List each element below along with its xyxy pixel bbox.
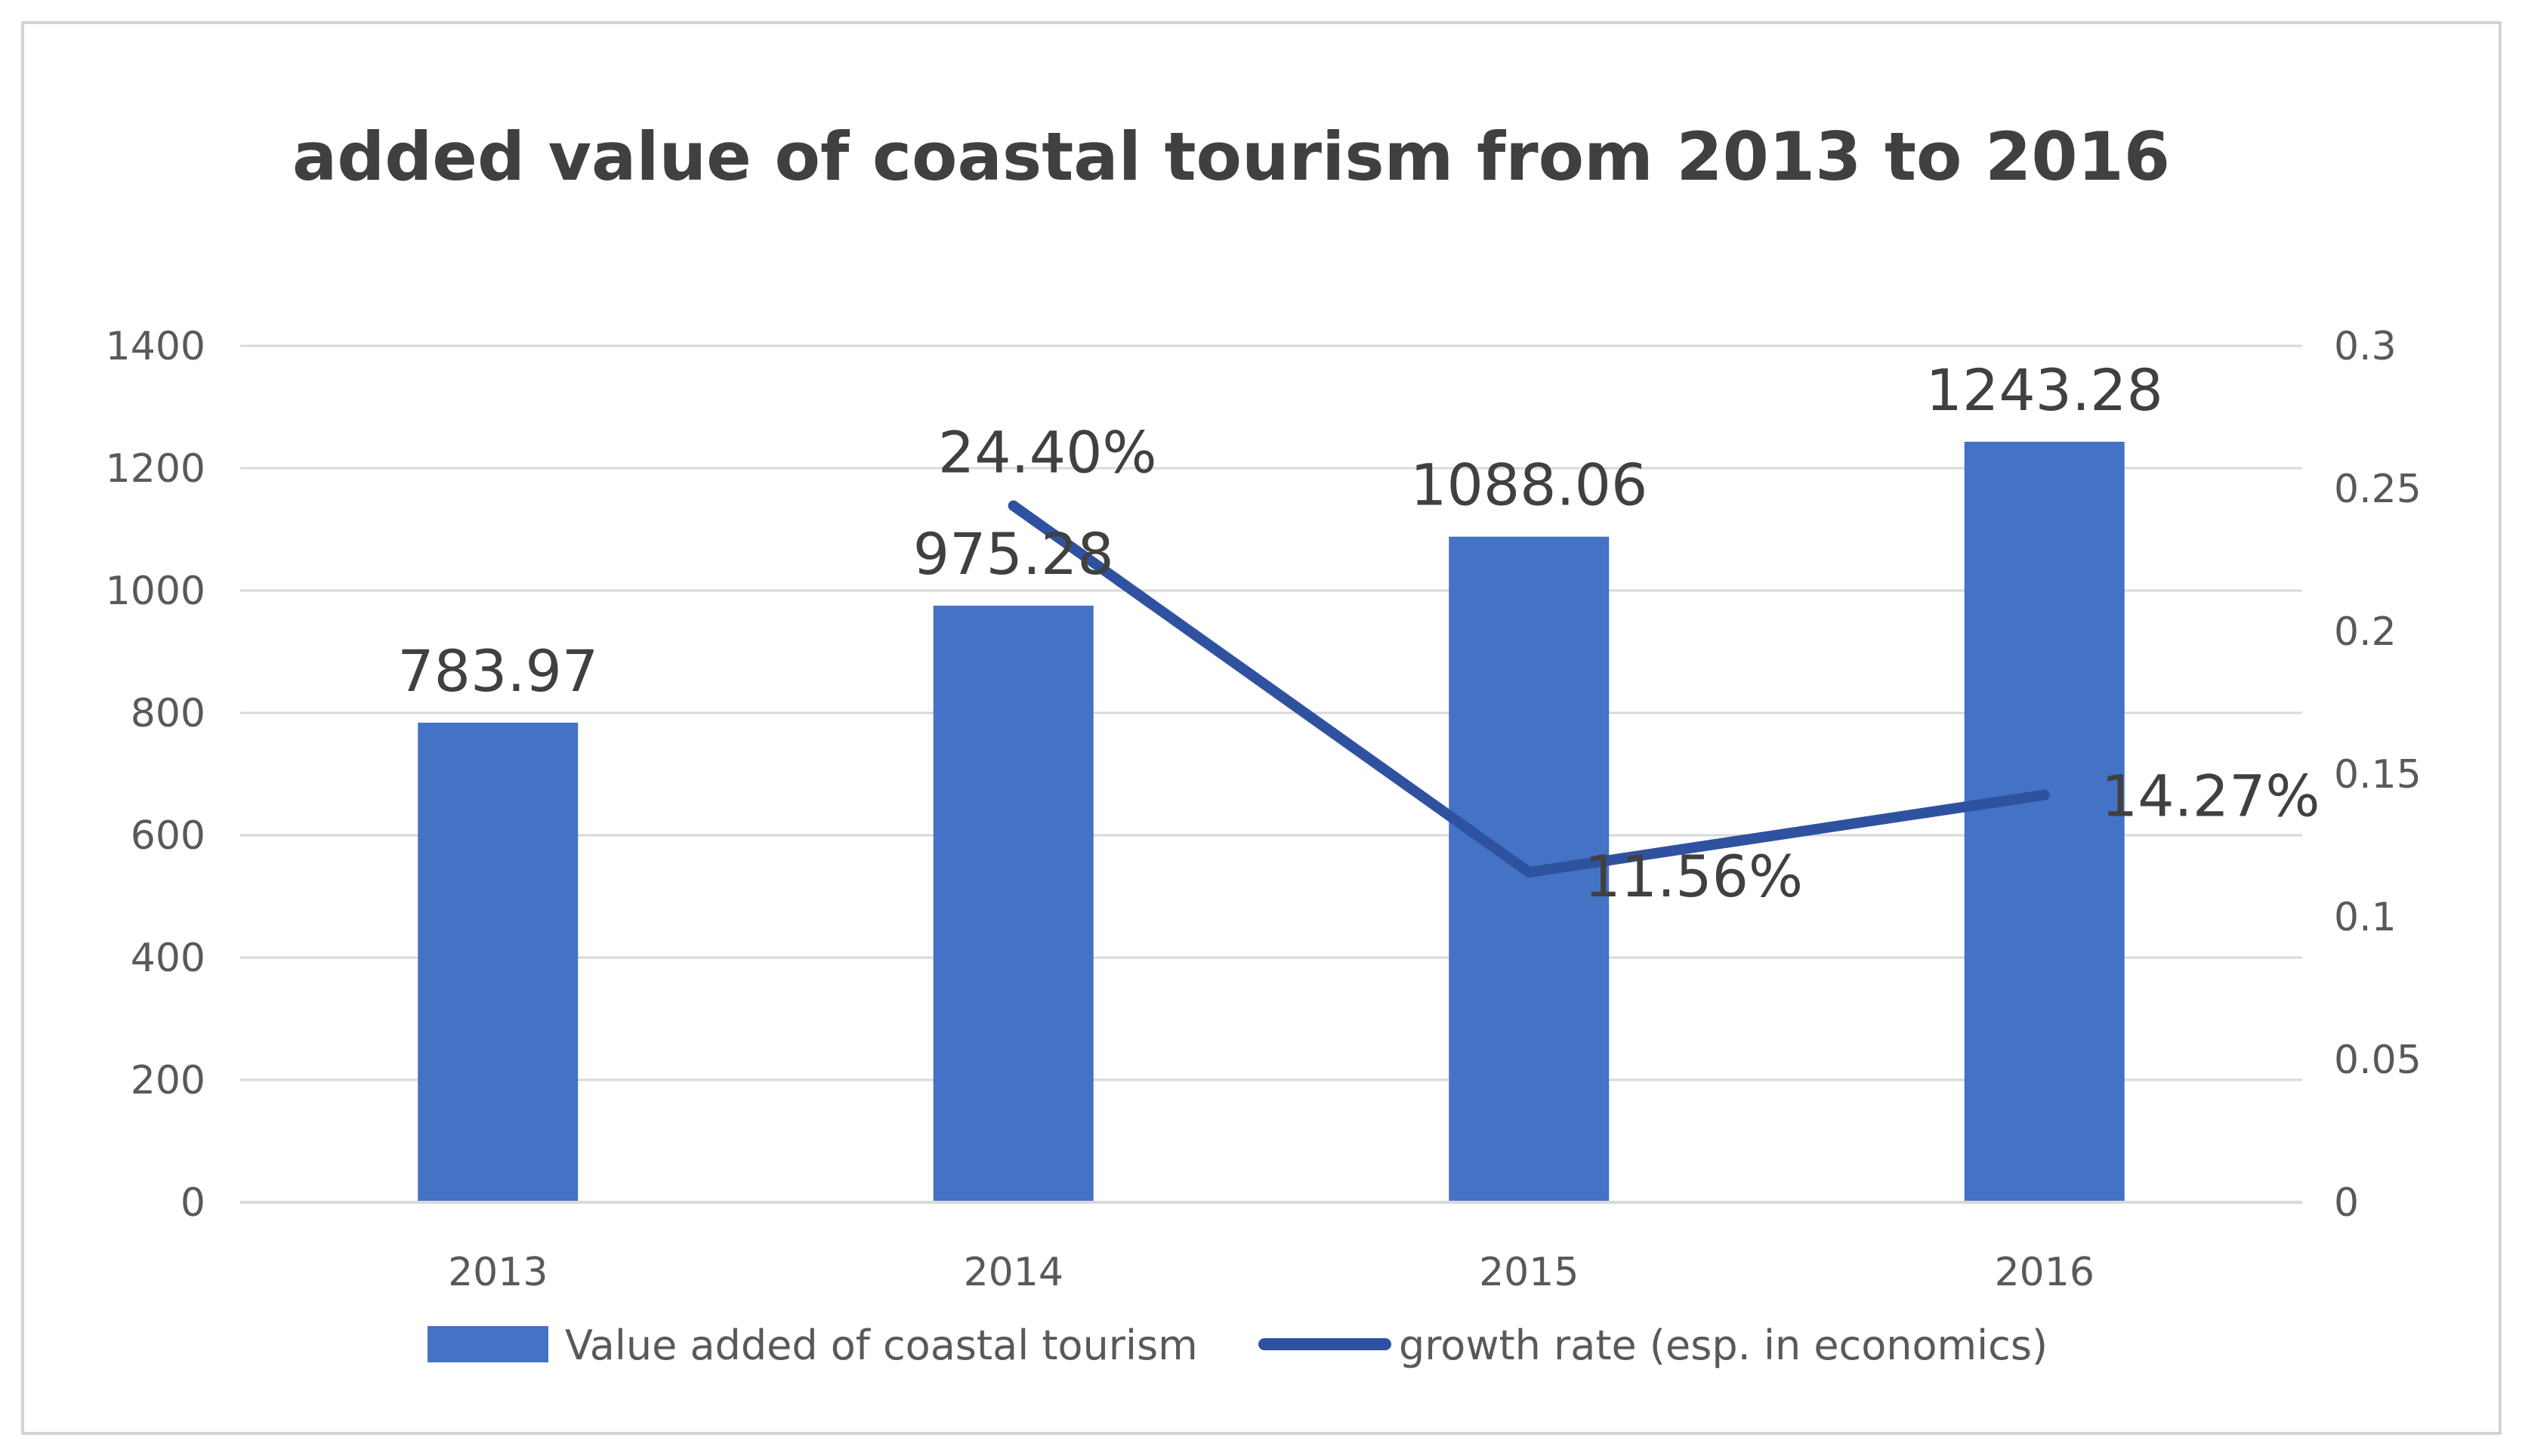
bar-value-label: 783.97 xyxy=(397,637,598,705)
bar-2013 xyxy=(418,722,579,1202)
right-tick-label: 0.2 xyxy=(2334,609,2397,655)
right-tick-label: 0.3 xyxy=(2334,324,2397,369)
right-tick-label: 0.05 xyxy=(2334,1038,2422,1083)
x-tick-label: 2014 xyxy=(964,1250,1063,1295)
gridlines xyxy=(240,344,2302,1081)
left-tick-label: 800 xyxy=(131,691,205,736)
left-tick-label: 200 xyxy=(131,1058,205,1103)
x-tick-label: 2013 xyxy=(448,1250,548,1295)
right-tick-label: 0 xyxy=(2334,1180,2359,1226)
growth-point-2016 xyxy=(2039,789,2050,800)
data-labels: 783.97 975.28 1088.06 1243.28 24.40% 11.56% 14… xyxy=(397,356,2320,910)
legend-line-label: growth rate (esp. in economics) xyxy=(1399,1322,2048,1369)
bar-value-label: 975.28 xyxy=(913,520,1114,588)
legend-bar-label: Value added of coastal tourism xyxy=(565,1322,1198,1369)
x-axis: 2013 2014 2015 2016 xyxy=(240,1201,2302,1295)
growth-value-label: 24.40% xyxy=(938,419,1157,486)
growth-point-2015 xyxy=(1523,867,1535,878)
right-tick-label: 0.25 xyxy=(2334,467,2422,512)
legend: Value added of coastal tourism growth ra… xyxy=(428,1322,2048,1369)
line-series xyxy=(1008,500,2050,878)
right-tick-label: 0.1 xyxy=(2334,895,2397,940)
right-tick-label: 0.15 xyxy=(2334,752,2422,797)
growth-value-label: 11.56% xyxy=(1584,843,1803,910)
left-tick-label: 1200 xyxy=(106,446,205,492)
left-tick-label: 0 xyxy=(181,1180,205,1226)
bar-2016 xyxy=(1964,441,2125,1202)
legend-bar-swatch xyxy=(428,1326,548,1362)
growth-point-2014 xyxy=(1008,500,1019,511)
left-tick-label: 1000 xyxy=(106,569,205,614)
x-tick-label: 2015 xyxy=(1479,1250,1579,1295)
bar-value-label: 1088.06 xyxy=(1410,452,1647,519)
left-axis: 0 200 400 600 800 1000 1200 1400 xyxy=(106,324,205,1226)
left-tick-label: 1400 xyxy=(106,324,205,369)
bar-series xyxy=(418,441,2125,1202)
bar-value-label: 1243.28 xyxy=(1926,356,2163,424)
bar-2014 xyxy=(933,606,1094,1202)
left-tick-label: 400 xyxy=(131,936,205,981)
right-axis: 0 0.05 0.1 0.15 0.2 0.25 0.3 xyxy=(2334,324,2422,1226)
growth-value-label: 14.27% xyxy=(2101,763,2320,830)
left-tick-label: 600 xyxy=(131,813,205,859)
chart-title: added value of coastal tourism from 2013… xyxy=(292,118,2170,196)
x-tick-label: 2016 xyxy=(1995,1250,2094,1295)
